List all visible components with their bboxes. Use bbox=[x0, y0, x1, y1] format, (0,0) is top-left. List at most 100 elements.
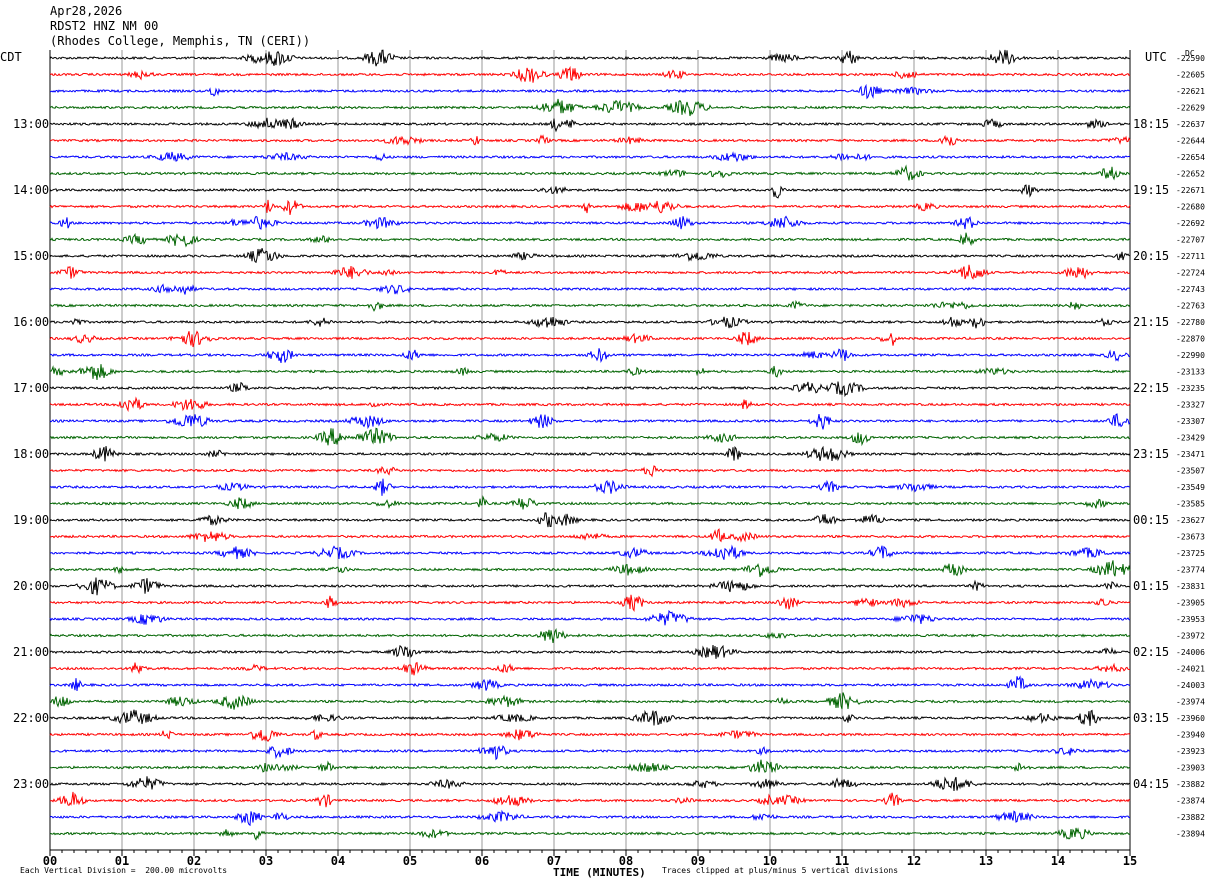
vertical-division-note: Each Vertical Division = 200.00 microvol… bbox=[20, 866, 228, 875]
left-hour-label: 14:00 bbox=[13, 183, 49, 197]
seismic-trace bbox=[49, 232, 1131, 248]
dc-offset-label: -23903 bbox=[1176, 764, 1205, 773]
x-axis-title: TIME (MINUTES) bbox=[553, 866, 646, 879]
x-tick-label: 03 bbox=[259, 854, 273, 868]
left-hour-label: 19:00 bbox=[13, 513, 49, 527]
seismic-trace bbox=[49, 628, 1131, 643]
dc-offset-label: -23874 bbox=[1176, 797, 1205, 806]
dc-offset-label: -22692 bbox=[1176, 219, 1205, 228]
dc-offset-label: -22605 bbox=[1176, 71, 1205, 80]
dc-offset-label: -22990 bbox=[1176, 351, 1205, 360]
x-tick-label: 01 bbox=[115, 854, 129, 868]
dc-offset-label: -22724 bbox=[1176, 269, 1205, 278]
dc-offset-label: -22707 bbox=[1176, 236, 1205, 245]
seismic-trace bbox=[49, 65, 1131, 83]
dc-offset-label: -22671 bbox=[1176, 186, 1205, 195]
seismic-trace bbox=[49, 594, 1131, 613]
dc-offset-label: -23627 bbox=[1176, 516, 1205, 525]
dc-offset-label: -22652 bbox=[1176, 170, 1205, 179]
seismic-trace bbox=[49, 728, 1131, 743]
seismic-trace bbox=[49, 184, 1131, 199]
seismic-trace bbox=[49, 164, 1131, 181]
seismic-trace bbox=[49, 215, 1131, 230]
dc-offset-label: -24006 bbox=[1176, 648, 1205, 657]
seismic-trace bbox=[49, 49, 1131, 67]
seismic-trace bbox=[49, 809, 1131, 827]
seismic-trace bbox=[49, 83, 1130, 100]
x-tick-label: 14 bbox=[1051, 854, 1065, 868]
dc-offset-label: -23953 bbox=[1176, 615, 1205, 624]
seismic-trace bbox=[49, 413, 1131, 430]
seismic-trace bbox=[49, 560, 1131, 578]
left-hour-label: 20:00 bbox=[13, 579, 49, 593]
dc-offset-label: -23235 bbox=[1176, 384, 1205, 393]
dc-offset-label: -23894 bbox=[1176, 830, 1205, 839]
left-hour-label: 18:00 bbox=[13, 447, 49, 461]
seismic-trace bbox=[49, 427, 1131, 447]
seismic-trace bbox=[49, 348, 1131, 364]
x-tick-label: 12 bbox=[907, 854, 921, 868]
dc-offset-label: -22621 bbox=[1176, 87, 1205, 96]
seismic-trace bbox=[49, 381, 1131, 398]
seismic-trace bbox=[49, 299, 1131, 312]
seismic-trace bbox=[49, 465, 1131, 478]
dc-offset-label: -23974 bbox=[1176, 698, 1205, 707]
x-tick-label: 15 bbox=[1123, 854, 1137, 868]
left-hour-label: 17:00 bbox=[13, 381, 49, 395]
dc-offset-label: -22680 bbox=[1176, 203, 1205, 212]
x-tick-label: 00 bbox=[43, 854, 57, 868]
dc-offset-label: -22590 bbox=[1176, 54, 1205, 63]
dc-offset-label: -23923 bbox=[1176, 747, 1205, 756]
dc-offset-label: -23429 bbox=[1176, 434, 1205, 443]
seismic-trace bbox=[49, 364, 1131, 381]
left-hour-label: 16:00 bbox=[13, 315, 49, 329]
right-hour-label: 00:15 bbox=[1133, 513, 1169, 527]
seismic-trace bbox=[49, 248, 1131, 264]
dc-offset-label: -23882 bbox=[1176, 813, 1205, 822]
station-location: (Rhodes College, Memphis, TN (CERI)) bbox=[50, 34, 311, 48]
seismic-trace bbox=[49, 544, 1131, 560]
x-tick-label: 02 bbox=[187, 854, 201, 868]
x-tick-label: 04 bbox=[331, 854, 345, 868]
seismic-trace bbox=[49, 776, 1131, 792]
dc-offset-label: -23960 bbox=[1176, 714, 1205, 723]
seismic-trace bbox=[49, 528, 1131, 543]
x-tick-label: 07 bbox=[547, 854, 561, 868]
right-hour-label: 02:15 bbox=[1133, 645, 1169, 659]
seismic-trace bbox=[49, 134, 1131, 146]
seismic-trace bbox=[49, 495, 1131, 510]
dc-offset-label: -22654 bbox=[1176, 153, 1205, 162]
seismic-trace bbox=[49, 745, 1131, 761]
seismic-trace bbox=[49, 675, 1131, 691]
seismic-trace bbox=[49, 445, 1131, 462]
left-hour-label: 23:00 bbox=[13, 777, 49, 791]
seismic-trace bbox=[49, 644, 1131, 659]
dc-offset-label: -23905 bbox=[1176, 599, 1205, 608]
dc-offset-label: -23725 bbox=[1176, 549, 1205, 558]
right-hour-label: 03:15 bbox=[1133, 711, 1169, 725]
seismic-trace bbox=[50, 759, 1131, 773]
dc-offset-label: -23307 bbox=[1176, 417, 1205, 426]
dc-offset-label: -23549 bbox=[1176, 483, 1205, 492]
right-hour-label: 23:15 bbox=[1133, 447, 1169, 461]
x-tick-label: 10 bbox=[763, 854, 777, 868]
dc-offset-label: -23774 bbox=[1176, 566, 1205, 575]
seismic-trace bbox=[49, 577, 1131, 596]
dc-offset-label: -23133 bbox=[1176, 368, 1205, 377]
x-tick-label: 13 bbox=[979, 854, 993, 868]
right-hour-label: 04:15 bbox=[1133, 777, 1169, 791]
dc-offset-label: -23673 bbox=[1176, 533, 1205, 542]
seismic-trace bbox=[49, 512, 1131, 528]
dc-offset-label: -22743 bbox=[1176, 285, 1205, 294]
dc-offset-label: -23940 bbox=[1176, 731, 1205, 740]
seismic-trace bbox=[49, 709, 1131, 726]
right-hour-label: 22:15 bbox=[1133, 381, 1169, 395]
dc-offset-label: -23507 bbox=[1176, 467, 1205, 476]
dc-offset-label: -24003 bbox=[1176, 681, 1205, 690]
dc-offset-label: -23327 bbox=[1176, 401, 1205, 410]
right-hour-label: 18:15 bbox=[1133, 117, 1169, 131]
seismic-trace bbox=[49, 396, 1131, 413]
dc-label: DC bbox=[1185, 49, 1195, 58]
dc-offset-label: -22763 bbox=[1176, 302, 1205, 311]
